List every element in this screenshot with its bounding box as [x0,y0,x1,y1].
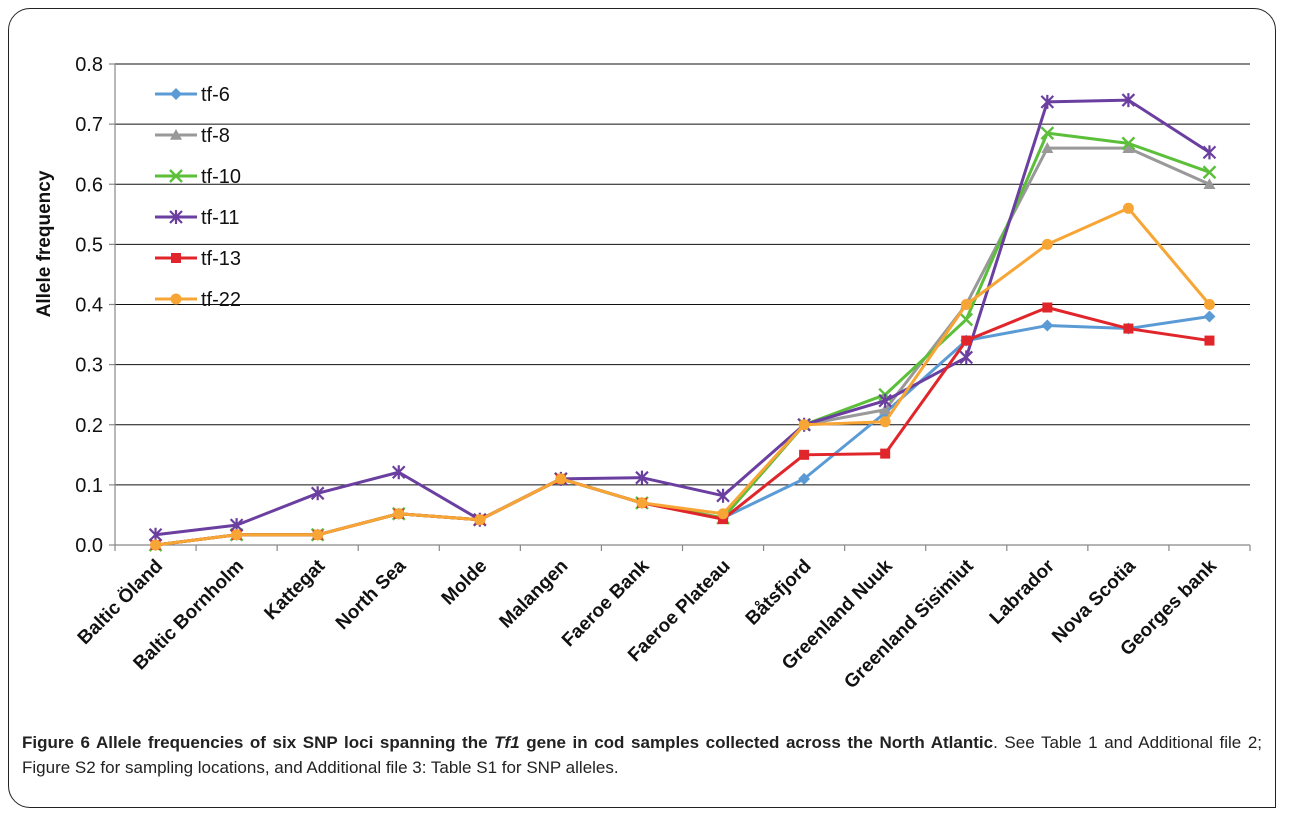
data-point [150,539,162,551]
legend: tf-6 tf-8 tf-10 tf-11 tf-13 tf-22 [155,84,241,311]
data-point [312,529,324,541]
data-point [1123,323,1134,334]
legend-label: tf-22 [201,289,241,311]
data-point [391,465,406,480]
data-point [1203,299,1215,310]
series-lines [148,93,1217,552]
x-tick-label: Kattegat [261,555,330,624]
y-tick-label: 0.1 [75,475,103,497]
series-line [155,131,1210,547]
data-point [879,416,891,428]
caption-label: Figure 6 Allele frequencies of six SNP l… [22,733,994,752]
x-tick-label: Båtsfjord [742,556,816,630]
data-point [170,129,182,140]
gridlines [115,63,1250,486]
series-line [155,98,1211,537]
legend-entry: tf-11 [155,207,240,229]
data-point [878,393,892,408]
series-tf-22 [150,202,1215,551]
caption-text: . See Table 1 and Additional file 2; Fig… [22,733,1263,777]
data-point [879,403,892,415]
x-tick-label: Malangen [496,556,573,633]
data-point [635,470,649,485]
allele-frequency-chart: 0.0 0.1 0.2 0.3 0.4 0.5 0.6 0.7 0.8 Baltic Öland… [34,54,1251,693]
series-tf-8 [149,142,1216,550]
series-tf-13 [150,302,1215,550]
series-tf-11 [148,93,1217,542]
series-line [155,206,1211,547]
data-point [798,472,811,485]
data-point [1203,310,1216,323]
x-tick-label: Molde [438,556,492,610]
data-point [170,88,182,100]
data-point [799,449,810,460]
legend-label: tf-10 [201,166,241,188]
data-point [1202,165,1217,180]
data-point [1202,145,1217,160]
data-point [1121,136,1136,151]
figure-caption: Figure 6 Allele frequencies of six SNP l… [22,730,1262,780]
data-point [1122,142,1135,153]
data-point [555,473,567,485]
legend-label: tf-8 [201,125,230,147]
y-axis-label: Allele frequency [34,170,55,317]
caption-gene: Tf1 [494,733,520,752]
y-tick-labels: 0.0 0.1 0.2 0.3 0.4 0.5 0.6 0.7 0.8 [75,54,103,557]
y-tick-label: 0.3 [75,355,103,377]
legend-label: tf-6 [201,84,230,106]
y-tick-label: 0.7 [75,114,103,136]
data-point [959,350,974,365]
data-point [1041,238,1053,250]
data-point [1041,319,1054,332]
data-point [170,293,182,305]
legend-entry: tf-13 [155,248,241,270]
data-point [171,253,181,263]
data-point [169,169,183,183]
figure-frame [8,8,1276,808]
data-point [169,210,183,224]
data-point [717,508,729,520]
data-point [798,419,810,431]
data-point [393,508,405,520]
y-tick-label: 0.2 [75,415,103,437]
legend-entry: tf-22 [155,289,241,311]
data-point [959,312,974,327]
legend-entry: tf-10 [155,166,241,188]
series-tf-6 [149,310,1216,551]
legend-label: tf-13 [201,248,241,270]
data-point [148,527,163,542]
data-point [1040,126,1055,140]
x-tick-label: Nova Scotia [1048,555,1140,647]
data-point [474,514,486,526]
data-point [716,488,730,503]
x-tick-label: Labrador [986,555,1060,629]
data-point [636,497,648,509]
y-tick-label: 0.0 [75,535,103,557]
data-point [231,529,243,541]
y-tick-label: 0.6 [75,174,103,196]
y-tick-label: 0.8 [75,54,103,76]
data-point [1041,142,1054,153]
y-tick-label: 0.5 [75,234,103,256]
data-point [310,486,325,501]
data-point [1042,302,1053,313]
axes [109,63,1251,551]
legend-entry: tf-8 [155,125,230,147]
data-point [1122,202,1134,214]
data-point [880,448,891,459]
legend-label: tf-11 [201,207,240,229]
data-point [961,335,972,346]
data-point [1204,335,1215,346]
y-tick-label: 0.4 [75,295,103,317]
data-point [1121,93,1136,108]
data-point [960,299,972,310]
data-point [1040,94,1055,109]
x-tick-label: North Sea [332,555,411,634]
legend-entry: tf-6 [155,84,230,106]
data-point [1203,178,1216,190]
